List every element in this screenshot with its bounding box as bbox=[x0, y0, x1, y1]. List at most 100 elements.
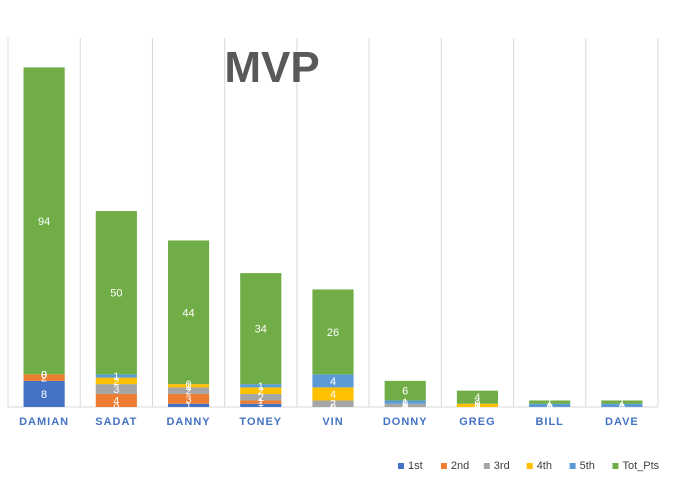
legend-swatch bbox=[612, 463, 619, 469]
data-label: 0 bbox=[330, 402, 336, 414]
bar-segment-5th bbox=[240, 384, 282, 388]
data-label: 3 bbox=[185, 394, 191, 406]
legend-swatch bbox=[483, 463, 490, 469]
bar-segment-5th bbox=[95, 374, 137, 378]
data-label: 1 bbox=[185, 381, 191, 393]
bar-segment-3rd bbox=[312, 400, 354, 407]
data-label: 0 bbox=[547, 402, 553, 414]
category-label: DAVE bbox=[605, 416, 639, 428]
data-label: 0 bbox=[474, 402, 480, 414]
data-label: 0 bbox=[41, 369, 47, 381]
vertical-gridlines bbox=[7, 38, 659, 407]
data-label: 2 bbox=[185, 386, 191, 398]
data-label: 6 bbox=[402, 386, 408, 398]
data-label: 4 bbox=[113, 395, 119, 407]
bar-segment-4th bbox=[456, 403, 499, 407]
legend-label: 2nd bbox=[451, 460, 469, 472]
legend-label: 3rd bbox=[494, 460, 510, 472]
data-label: 2 bbox=[41, 373, 47, 385]
data-label: 1 bbox=[258, 381, 264, 393]
data-label: 44 bbox=[182, 307, 194, 319]
data-label: 0 bbox=[330, 402, 336, 414]
data-label: 0 bbox=[185, 379, 191, 391]
category-label: TONEY bbox=[239, 416, 282, 428]
data-label: 1 bbox=[402, 400, 408, 412]
bar-segment-4th bbox=[312, 387, 354, 401]
bar-segment-tot-pts bbox=[240, 273, 282, 385]
data-label: 0 bbox=[547, 402, 553, 414]
bar-segment-5th bbox=[529, 403, 571, 407]
data-label: 26 bbox=[327, 327, 339, 339]
data-label: 2 bbox=[258, 386, 264, 398]
bar-segment-3rd bbox=[95, 384, 137, 394]
bar-segment-2nd bbox=[167, 393, 210, 404]
bar-segment-5th bbox=[312, 374, 354, 388]
bar-stacks bbox=[23, 67, 643, 407]
bar-segment-4th bbox=[167, 384, 210, 388]
data-label: 1 bbox=[547, 397, 553, 409]
bar-segment-tot-pts bbox=[167, 240, 210, 385]
data-label: 0 bbox=[402, 402, 408, 414]
chart-title: MVP bbox=[224, 43, 319, 92]
legend-swatch bbox=[440, 463, 447, 469]
data-label: 1 bbox=[474, 400, 480, 412]
bar-segment-1st bbox=[23, 380, 65, 407]
legend-label: 4th bbox=[537, 460, 552, 472]
data-label: 0 bbox=[41, 369, 47, 381]
category-label: BILL bbox=[535, 416, 563, 428]
category-label: DAMIAN bbox=[19, 416, 69, 428]
data-label: 1 bbox=[258, 400, 264, 412]
bar-segment-tot-pts bbox=[312, 289, 354, 375]
data-label: 1 bbox=[619, 397, 625, 409]
data-label: 34 bbox=[255, 324, 267, 336]
bar-segment-3rd bbox=[240, 393, 282, 401]
category-label: GREG bbox=[459, 416, 495, 428]
data-label: 0 bbox=[474, 402, 480, 414]
legend-swatch bbox=[398, 463, 404, 469]
bar-segment-1st bbox=[167, 403, 210, 407]
bar-segment-5th bbox=[384, 400, 426, 404]
bar-segment-tot-pts bbox=[384, 380, 426, 401]
bar-segment-4th bbox=[95, 377, 137, 385]
data-label: 0 bbox=[402, 399, 408, 411]
category-label: DONNY bbox=[383, 416, 428, 428]
data-label: 0 bbox=[113, 402, 119, 414]
bar-segment-tot-pts bbox=[95, 211, 137, 375]
data-label: 1 bbox=[619, 400, 625, 412]
bar-segment-2nd bbox=[240, 400, 282, 404]
category-label: VIN bbox=[322, 416, 343, 428]
category-labels: DAMIAN SADAT DANNY TONEY VIN DONNY GREG BILL DAV… bbox=[19, 416, 639, 428]
category-label: SADAT bbox=[95, 416, 137, 428]
data-label: 3 bbox=[113, 384, 119, 396]
category-label: DANNY bbox=[166, 416, 210, 428]
data-label: 0 bbox=[474, 399, 480, 411]
data-label: 2 bbox=[330, 399, 336, 411]
bar-segment-2nd bbox=[95, 393, 137, 407]
data-label: 0 bbox=[474, 402, 480, 414]
data-labels: 8200094043215013210441122134002442600101… bbox=[38, 216, 625, 414]
legend: 1st 2nd 3rd 4th 5th Tot_Pts bbox=[398, 460, 660, 472]
data-label: 1 bbox=[547, 400, 553, 412]
data-label: 0 bbox=[402, 402, 408, 414]
legend-swatch bbox=[526, 463, 533, 469]
data-label: 0 bbox=[619, 402, 625, 414]
legend-label: Tot_Pts bbox=[623, 460, 660, 472]
data-label: 1 bbox=[113, 371, 119, 383]
data-label: 4 bbox=[330, 389, 336, 401]
legend-swatch bbox=[569, 463, 576, 469]
bar-segment-3rd bbox=[167, 387, 210, 394]
legend-label: 1st bbox=[408, 460, 423, 472]
data-label: 50 bbox=[110, 288, 122, 300]
bar-segment-2nd bbox=[23, 374, 65, 381]
bar-segment-tot-pts bbox=[529, 400, 571, 404]
bar-segment-1st bbox=[240, 403, 282, 407]
data-label: 2 bbox=[258, 392, 264, 404]
data-label: 4 bbox=[330, 376, 336, 388]
data-label: 0 bbox=[547, 402, 553, 414]
data-label: 8 bbox=[41, 389, 47, 401]
data-label: 1 bbox=[258, 397, 264, 409]
data-label: 2 bbox=[113, 376, 119, 388]
bar-segment-5th bbox=[601, 403, 643, 407]
legend-label: 5th bbox=[580, 460, 595, 472]
